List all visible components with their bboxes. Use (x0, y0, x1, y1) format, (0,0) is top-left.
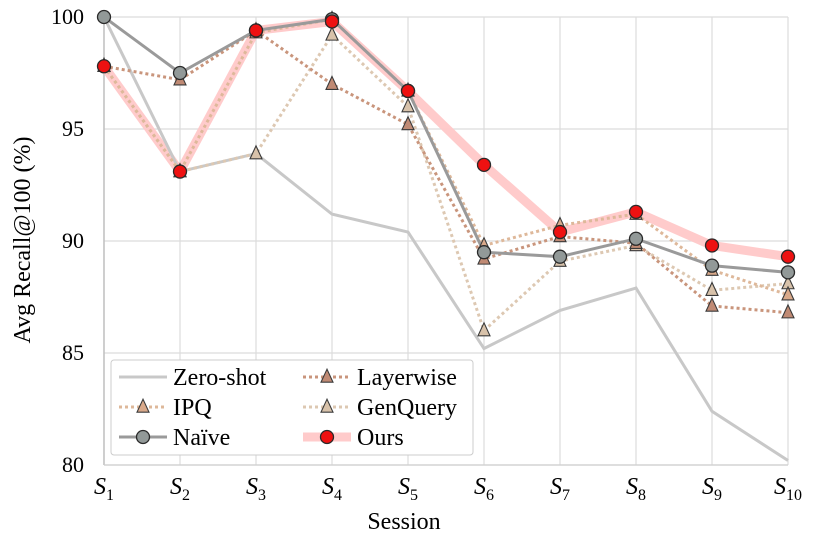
y-tick-label: 90 (62, 228, 84, 253)
series-line-ours (99, 16, 793, 262)
series-line-layerwise (103, 28, 789, 315)
x-tick-label: S4 (322, 474, 342, 504)
data-point-layerwise (325, 75, 339, 90)
data-point-naive (780, 265, 796, 280)
data-point-naive (476, 245, 492, 260)
legend-marker (319, 429, 335, 445)
x-tick-label: S3 (246, 474, 266, 504)
series-lines (99, 15, 793, 462)
series-markers (96, 9, 796, 337)
data-point-ours (628, 204, 644, 220)
legend-label: GenQuery (357, 395, 457, 421)
x-tick-label: S8 (626, 474, 646, 504)
legend-item-genquery: GenQuery (303, 395, 457, 421)
y-tick-label: 80 (62, 452, 84, 477)
legend-marker (320, 397, 334, 413)
x-tick-label: S7 (550, 474, 570, 504)
data-point-ours (476, 157, 492, 172)
data-point-naive (628, 231, 644, 246)
data-point-ours (552, 224, 568, 240)
x-tick-label: S1 (94, 474, 114, 504)
legend-item-naive: Naïve (119, 425, 230, 451)
series-line-naive (103, 15, 789, 274)
y-tick-label: 85 (62, 340, 84, 365)
legend-item-ours: Ours (303, 425, 404, 451)
legend-label: IPQ (173, 395, 212, 421)
data-point-ours (248, 23, 264, 38)
legend-label: Layerwise (357, 365, 457, 391)
x-axis-title: Session (367, 509, 440, 535)
data-point-ours (172, 164, 188, 179)
data-point-naive (704, 258, 720, 273)
data-point-ours (400, 83, 416, 99)
legend-item-ipq: IPQ (119, 395, 212, 421)
x-tick-label: S2 (170, 474, 190, 504)
data-point-genquery (401, 97, 415, 113)
data-point-naive (552, 249, 568, 264)
y-axis-title: Avg Recall@100 (%) (10, 137, 36, 344)
axes: 80 85 90 95 100 S1 S2 S3 S4 S5 S6 S7 S8 S9 S10 (51, 4, 802, 504)
legend-item-zero-shot: Zero-shot (119, 365, 267, 391)
data-point-ours (704, 238, 720, 253)
data-point-ipq (781, 285, 795, 301)
data-point-ours (780, 249, 796, 264)
y-tick-label: 95 (62, 116, 84, 141)
data-point-genquery (249, 144, 263, 160)
x-tick-label: S10 (774, 474, 802, 504)
legend-label: Naïve (173, 425, 230, 451)
y-tick-label: 100 (51, 4, 84, 29)
data-point-naive (172, 65, 188, 81)
legend-marker (135, 429, 151, 445)
data-point-genquery (705, 281, 719, 297)
legend-marker (136, 397, 150, 413)
data-point-layerwise (401, 115, 415, 131)
data-point-ours (324, 14, 340, 29)
data-point-naive (96, 9, 112, 25)
data-point-genquery (477, 321, 491, 337)
data-point-ours (96, 59, 112, 74)
legend-box (110, 359, 474, 456)
x-tick-label: S5 (398, 474, 418, 504)
x-tick-label: S9 (702, 474, 722, 504)
legend-item-layerwise: Layerwise (303, 365, 457, 391)
data-point-layerwise (781, 303, 795, 319)
series-line-ipq (102, 17, 789, 297)
legend: Zero-shot Layerwise IPQ GenQuery Naïve Ours (110, 359, 474, 456)
legend-label: Zero-shot (173, 365, 267, 391)
plot-frame (103, 17, 788, 466)
legend-label: Ours (357, 425, 404, 451)
data-point-layerwise (705, 296, 719, 312)
data-point-genquery (325, 25, 339, 41)
legend-marker (320, 367, 334, 383)
x-tick-label: S6 (474, 474, 494, 504)
series-line-genquery (102, 32, 789, 334)
